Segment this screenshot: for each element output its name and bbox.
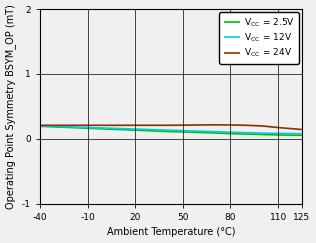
V$_\mathregular{CC}$ = 12V bbox=[54, 125, 58, 128]
V$_\mathregular{CC}$ = 2.5V bbox=[292, 134, 296, 137]
V$_\mathregular{CC}$ = 12V bbox=[260, 132, 264, 135]
V$_\mathregular{CC}$ = 24V bbox=[38, 124, 42, 127]
V$_\mathregular{CC}$ = 12V bbox=[228, 131, 232, 134]
V$_\mathregular{CC}$ = 12V bbox=[118, 127, 121, 130]
V$_\mathregular{CC}$ = 2.5V bbox=[181, 130, 185, 133]
V$_\mathregular{CC}$ = 24V bbox=[213, 123, 216, 126]
Line: V$_\mathregular{CC}$ = 2.5V: V$_\mathregular{CC}$ = 2.5V bbox=[40, 126, 302, 135]
V$_\mathregular{CC}$ = 24V bbox=[197, 123, 201, 126]
V$_\mathregular{CC}$ = 2.5V bbox=[276, 133, 280, 136]
Line: V$_\mathregular{CC}$ = 24V: V$_\mathregular{CC}$ = 24V bbox=[40, 125, 302, 130]
V$_\mathregular{CC}$ = 24V bbox=[292, 127, 296, 130]
V$_\mathregular{CC}$ = 12V bbox=[102, 127, 106, 130]
V$_\mathregular{CC}$ = 2.5V bbox=[165, 130, 169, 133]
V$_\mathregular{CC}$ = 24V bbox=[165, 124, 169, 127]
Line: V$_\mathregular{CC}$ = 12V: V$_\mathregular{CC}$ = 12V bbox=[40, 126, 302, 134]
V$_\mathregular{CC}$ = 2.5V bbox=[54, 125, 58, 128]
V$_\mathregular{CC}$ = 12V bbox=[181, 129, 185, 132]
V$_\mathregular{CC}$ = 2.5V bbox=[38, 125, 42, 128]
V$_\mathregular{CC}$ = 12V bbox=[149, 128, 153, 131]
V$_\mathregular{CC}$ = 24V bbox=[86, 124, 89, 127]
V$_\mathregular{CC}$ = 24V bbox=[260, 124, 264, 127]
V$_\mathregular{CC}$ = 2.5V bbox=[102, 127, 106, 130]
V$_\mathregular{CC}$ = 24V bbox=[228, 123, 232, 126]
V$_\mathregular{CC}$ = 24V bbox=[118, 124, 121, 127]
V$_\mathregular{CC}$ = 24V bbox=[102, 124, 106, 127]
V$_\mathregular{CC}$ = 12V bbox=[213, 130, 216, 133]
V$_\mathregular{CC}$ = 24V bbox=[70, 124, 74, 127]
V$_\mathregular{CC}$ = 24V bbox=[245, 124, 248, 127]
V$_\mathregular{CC}$ = 12V bbox=[245, 131, 248, 134]
V$_\mathregular{CC}$ = 12V bbox=[276, 132, 280, 135]
V$_\mathregular{CC}$ = 2.5V bbox=[300, 134, 304, 137]
V$_\mathregular{CC}$ = 12V bbox=[86, 126, 89, 129]
V$_\mathregular{CC}$ = 2.5V bbox=[86, 127, 89, 130]
V$_\mathregular{CC}$ = 12V bbox=[70, 126, 74, 129]
V$_\mathregular{CC}$ = 2.5V bbox=[118, 128, 121, 131]
V$_\mathregular{CC}$ = 12V bbox=[133, 128, 137, 130]
V$_\mathregular{CC}$ = 2.5V bbox=[197, 131, 201, 134]
V$_\mathregular{CC}$ = 2.5V bbox=[228, 132, 232, 135]
V$_\mathregular{CC}$ = 24V bbox=[300, 128, 304, 131]
V$_\mathregular{CC}$ = 12V bbox=[300, 132, 304, 135]
V$_\mathregular{CC}$ = 2.5V bbox=[213, 131, 216, 134]
V$_\mathregular{CC}$ = 2.5V bbox=[149, 129, 153, 132]
V$_\mathregular{CC}$ = 12V bbox=[38, 124, 42, 127]
Y-axis label: Operating Point Symmetry BSYM_OP (mT): Operating Point Symmetry BSYM_OP (mT) bbox=[6, 4, 16, 209]
V$_\mathregular{CC}$ = 12V bbox=[292, 132, 296, 135]
V$_\mathregular{CC}$ = 2.5V bbox=[133, 129, 137, 132]
V$_\mathregular{CC}$ = 24V bbox=[133, 124, 137, 127]
V$_\mathregular{CC}$ = 12V bbox=[197, 130, 201, 133]
V$_\mathregular{CC}$ = 24V bbox=[276, 126, 280, 129]
V$_\mathregular{CC}$ = 12V bbox=[165, 129, 169, 131]
V$_\mathregular{CC}$ = 24V bbox=[149, 124, 153, 127]
V$_\mathregular{CC}$ = 2.5V bbox=[260, 133, 264, 136]
Legend: V$_\mathregular{CC}$ = 2.5V, V$_\mathregular{CC}$ = 12V, V$_\mathregular{CC}$ = : V$_\mathregular{CC}$ = 2.5V, V$_\mathreg… bbox=[219, 12, 299, 64]
V$_\mathregular{CC}$ = 2.5V bbox=[70, 126, 74, 129]
X-axis label: Ambient Temperature (°C): Ambient Temperature (°C) bbox=[107, 227, 235, 237]
V$_\mathregular{CC}$ = 24V bbox=[54, 124, 58, 127]
V$_\mathregular{CC}$ = 24V bbox=[181, 124, 185, 127]
V$_\mathregular{CC}$ = 2.5V bbox=[245, 133, 248, 136]
